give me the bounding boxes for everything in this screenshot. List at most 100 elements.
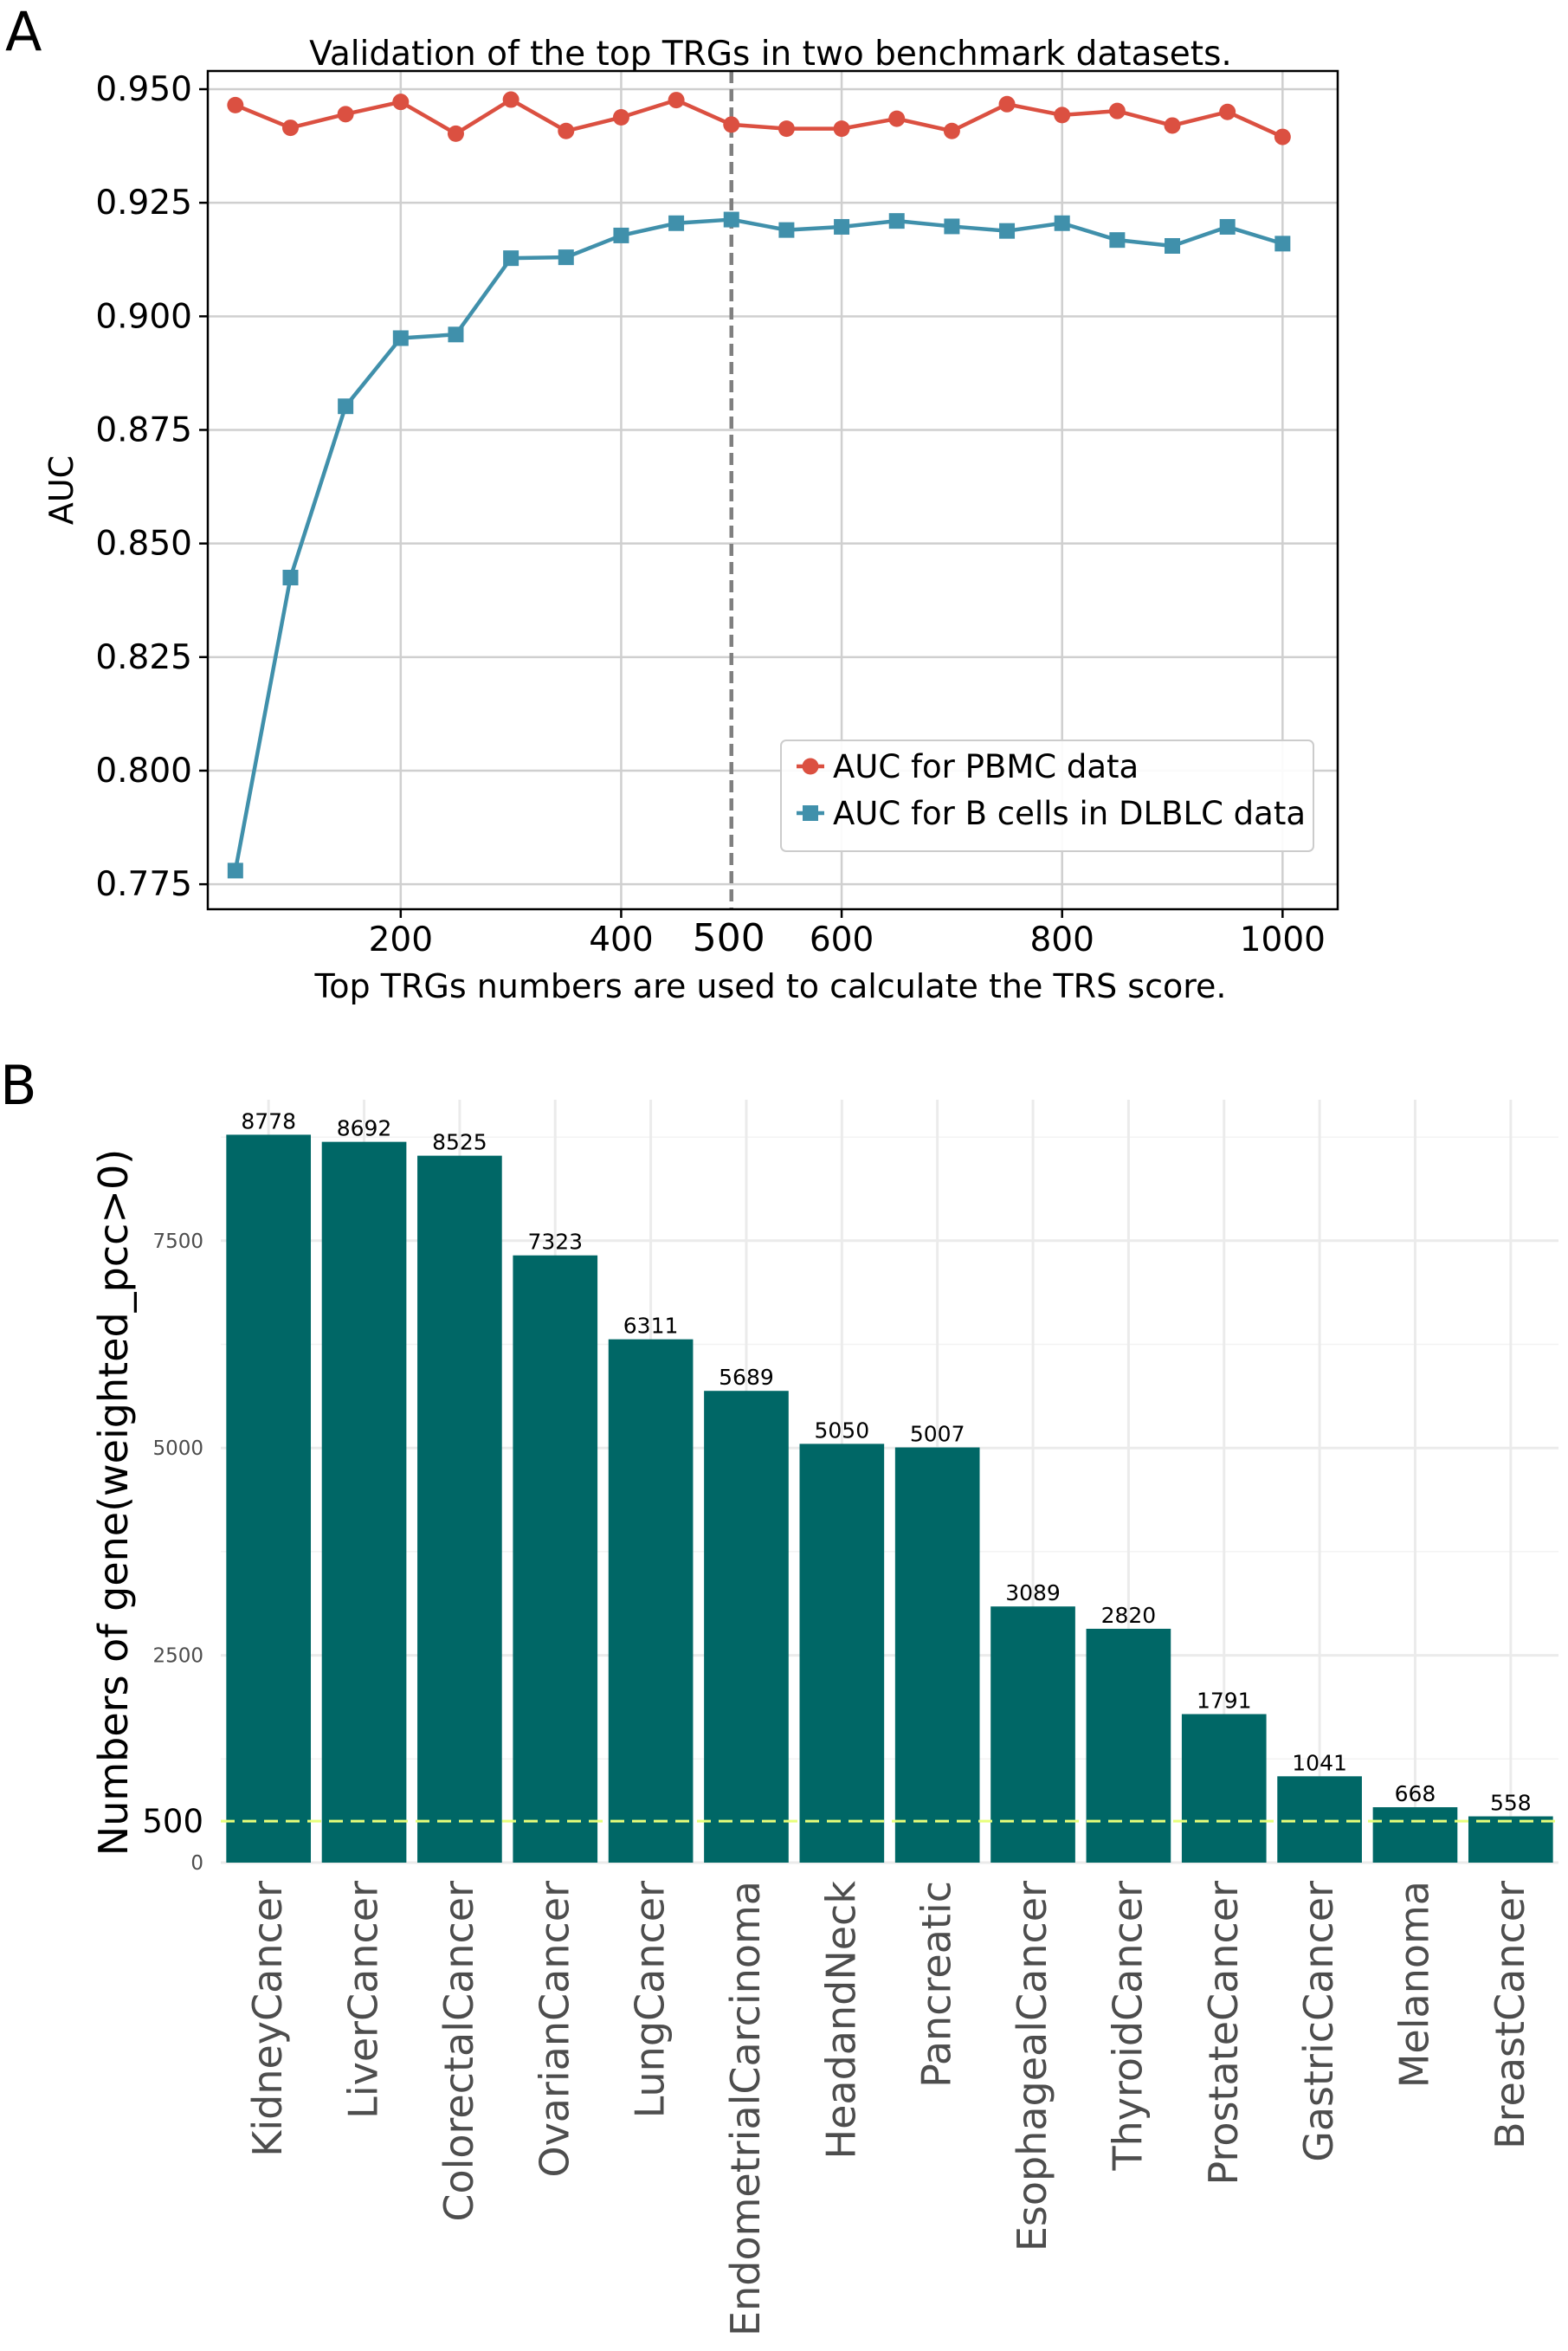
panel-a: A Validation of the top TRGs in two benc…: [5, 0, 1339, 1005]
panel-b-label: B: [0, 1054, 37, 1117]
chart-a-legend: AUC for PBMC data AUC for B cells in DLBL…: [780, 740, 1314, 852]
bar: [608, 1339, 694, 1863]
chart-a-y-axis: 0.775 0.800 0.825 0.850 0.875 0.900 0.925 0.950: [95, 70, 208, 904]
x-tick-label: 1000: [1240, 920, 1326, 959]
y-tick-label: 0.825: [95, 638, 192, 677]
series-pbmc: [227, 91, 1291, 145]
bar-value-label: 1041: [1292, 1750, 1347, 1775]
y-tick-label: 0.775: [95, 865, 192, 904]
legend-marker: [803, 805, 818, 821]
x-tick-label: EndometrialCarcinoma: [722, 1881, 769, 2336]
data-point: [1054, 107, 1071, 124]
bar-value-label: 668: [1395, 1781, 1436, 1806]
data-point: [281, 119, 299, 137]
bar-value-label: 6311: [623, 1314, 679, 1339]
x-tick-label: ProstateCancer: [1200, 1881, 1247, 2186]
x-tick-label: 400: [589, 920, 653, 959]
data-point: [338, 398, 354, 415]
y-tick-label: 0.800: [95, 752, 192, 791]
data-point: [668, 215, 685, 231]
data-point: [834, 218, 850, 235]
chart-a-series: [227, 91, 1291, 879]
series-line: [234, 97, 1284, 139]
data-point: [1108, 102, 1126, 119]
y-tick-label: 0: [190, 1852, 203, 1875]
legend-label: AUC for PBMC data: [833, 748, 1139, 785]
legend-marker: [802, 758, 819, 775]
x-tick-label: ThyroidCancer: [1104, 1881, 1151, 2172]
y-tick-label: 0.950: [95, 70, 192, 109]
data-point: [613, 227, 629, 243]
legend-frame: [780, 740, 1314, 852]
legend-entries: AUC for PBMC data AUC for B cells in DLBL…: [797, 748, 1306, 832]
bar: [513, 1255, 598, 1863]
data-point: [1219, 103, 1236, 120]
bar-value-label: 8525: [432, 1130, 487, 1155]
bar-value-label: 558: [1490, 1791, 1532, 1816]
bar-value-label: 8778: [241, 1108, 296, 1134]
bar: [704, 1391, 789, 1863]
bar: [894, 1447, 980, 1863]
bar-value-label: 7323: [527, 1230, 583, 1255]
data-point: [503, 250, 519, 267]
bar: [1086, 1628, 1171, 1863]
data-point: [723, 211, 739, 228]
chart-a-y-label: AUC: [42, 455, 81, 525]
bar: [1372, 1807, 1458, 1863]
y-tick-label: 2500: [152, 1645, 203, 1668]
data-point: [998, 95, 1016, 113]
data-point: [778, 120, 795, 138]
data-point: [944, 218, 960, 235]
bar: [1181, 1714, 1267, 1863]
data-point: [1165, 237, 1181, 254]
data-point: [1274, 128, 1291, 145]
x-tick-label: Melanoma: [1391, 1881, 1437, 2088]
bar-value-label: 5689: [719, 1365, 774, 1390]
data-point: [337, 106, 354, 123]
data-point: [1219, 218, 1236, 235]
x-tick-label: GastricCancer: [1295, 1881, 1342, 2162]
chart-b-y-label: Numbers of gene(weighted_pcc>0): [90, 1149, 137, 1856]
data-point: [668, 92, 685, 109]
data-point: [392, 330, 409, 346]
bar: [799, 1444, 885, 1863]
panel-a-label: A: [5, 0, 42, 63]
data-point: [1164, 117, 1181, 134]
data-point: [888, 213, 905, 229]
y-tick-label: 0.925: [95, 184, 192, 223]
x-tick-label: 600: [810, 920, 874, 959]
x-tick-label: OvarianCancer: [531, 1881, 578, 2178]
data-point: [227, 96, 244, 113]
panel-b: B 8778 8692 8525 7323 6311 5689 5050 5007 3089 28…: [0, 1054, 1558, 2336]
y-tick-label: 0.900: [95, 297, 192, 336]
data-point: [227, 862, 243, 879]
x-tick-label: Pancreatic: [913, 1881, 960, 2088]
chart-a-x-axis: 200 400 600 800 1000 500: [369, 909, 1326, 960]
bar-value-label: 1791: [1197, 1688, 1252, 1713]
series-dlblc: [227, 211, 1291, 879]
x-tick-label: ColorectalCancer: [436, 1881, 482, 2222]
data-point: [282, 569, 299, 585]
bar: [1277, 1776, 1362, 1863]
data-point: [1274, 236, 1291, 252]
chart-b-y-axis: 0 2500 5000 7500 500: [142, 1230, 203, 1875]
data-point: [558, 249, 574, 266]
chart-a-title: Validation of the top TRGs in two benchm…: [309, 35, 1232, 74]
x-tick-label: LiverCancer: [340, 1881, 387, 2119]
data-point: [1109, 232, 1126, 249]
x-tick-label: 800: [1029, 920, 1094, 959]
series-line: [233, 217, 1283, 871]
x-tick-label: 200: [369, 920, 433, 959]
bar-value-label: 5007: [910, 1422, 965, 1447]
x-tick-label: LungCancer: [627, 1881, 674, 2118]
bar-value-label: 2820: [1101, 1603, 1157, 1628]
reference-line-label: 500: [142, 1803, 203, 1840]
data-point: [723, 116, 740, 133]
data-point: [448, 326, 464, 343]
bar: [226, 1134, 312, 1863]
bar: [417, 1155, 502, 1863]
x-tick-label: EsophagealCancer: [1009, 1881, 1055, 2251]
data-point: [392, 94, 410, 111]
data-point: [1054, 215, 1070, 231]
legend-label: AUC for B cells in DLBLC data: [833, 795, 1306, 832]
